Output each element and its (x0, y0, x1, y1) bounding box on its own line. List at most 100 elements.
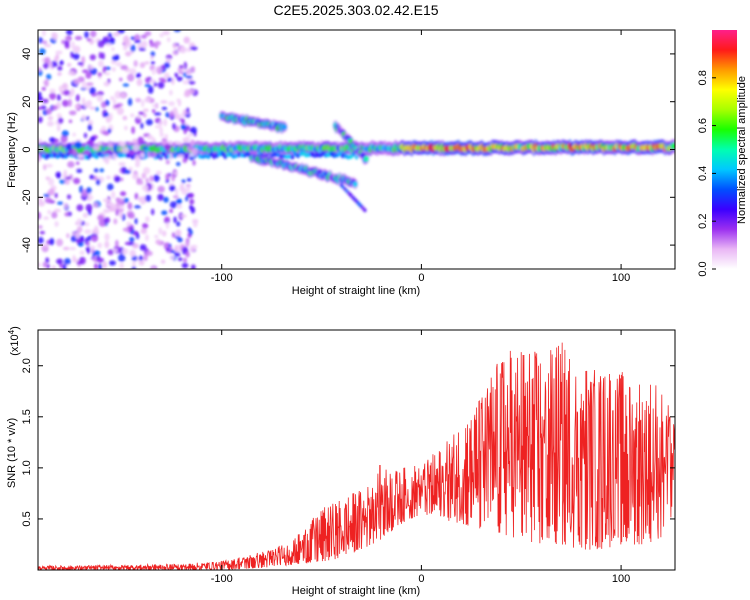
heatmap-cell (150, 56, 154, 60)
snr-y-ticks: 0.5 1.0 1.5 2.0 (21, 358, 675, 527)
heatmap-cell (66, 62, 72, 67)
heatmap-cell (136, 115, 141, 119)
heatmap-cell (181, 118, 186, 125)
heatmap-cell (64, 212, 69, 217)
heatmap-cell (363, 208, 367, 213)
heatmap-cell (134, 39, 142, 44)
heatmap-cell (182, 80, 189, 85)
heatmap-cell (38, 95, 43, 102)
heatmap-cell (84, 229, 92, 235)
heatmap-cell (90, 30, 97, 38)
heatmap-cell (83, 149, 91, 155)
heatmap-cell (105, 99, 110, 106)
heatmap-cell (82, 212, 88, 218)
heatmap-cell (240, 152, 245, 158)
heatmap-cell (181, 187, 188, 195)
heatmap-cell (129, 67, 137, 75)
heatmap-cell (55, 50, 63, 55)
heatmap-cell (164, 143, 172, 151)
spectrogram-panel: -100 0 100 -40 -20 0 20 40 Height of straight … (6, 29, 676, 297)
heatmap-cell (119, 210, 123, 219)
y-tick-label: 20 (21, 96, 33, 108)
heatmap-cell (107, 249, 114, 256)
heatmap-cell (141, 184, 149, 191)
heatmap-cell (192, 147, 199, 156)
heatmap-cell (111, 55, 119, 62)
heatmap-cell (144, 31, 152, 36)
heatmap-cell (58, 85, 63, 93)
heatmap-cell (94, 225, 99, 234)
heatmap-cell (97, 72, 103, 77)
heatmap-cell (67, 99, 73, 107)
heatmap-cell (192, 159, 196, 166)
heatmap-cell (67, 161, 75, 168)
heatmap-cell (109, 37, 115, 42)
heatmap-cell (104, 233, 110, 241)
heatmap-cell (93, 168, 99, 173)
heatmap-cell (108, 260, 116, 266)
heatmap-cell (67, 70, 76, 76)
heatmap-cell (168, 101, 175, 107)
heatmap-cell (122, 35, 130, 44)
heatmap-cell (93, 202, 99, 208)
heatmap-cell (144, 234, 149, 242)
heatmap-cell (56, 258, 64, 265)
heatmap-cell (61, 99, 70, 107)
heatmap-cell (73, 78, 81, 85)
heatmap-cell (43, 62, 49, 69)
heatmap-cell (76, 168, 83, 173)
heatmap-cell (190, 139, 195, 147)
x-tick-label: 0 (418, 272, 424, 284)
heatmap-cell (122, 45, 128, 51)
heatmap-cell (81, 56, 86, 65)
heatmap-cell (108, 154, 113, 160)
heatmap-cell (149, 79, 157, 84)
heatmap-cell (155, 170, 162, 175)
spectrogram-x-ticks: -100 0 100 (211, 30, 630, 284)
heatmap-cell (121, 248, 129, 255)
heatmap-cell (95, 107, 99, 112)
heatmap-cell (42, 98, 49, 104)
heatmap-cell (177, 154, 185, 158)
heatmap-cell (91, 234, 99, 243)
heatmap-cell (43, 193, 50, 198)
heatmap-cell (62, 263, 67, 269)
heatmap-cell (82, 69, 89, 74)
heatmap-cell (66, 233, 70, 239)
heatmap-cell (141, 40, 148, 49)
heatmap-cell (120, 65, 128, 71)
colorbar: 0.0 0.2 0.4 0.6 0.8 Normalized spectral ampl… (697, 30, 748, 277)
heatmap-cell (46, 73, 52, 80)
heatmap-cell (126, 73, 135, 82)
heatmap-cell (89, 54, 96, 61)
heatmap-cell (298, 151, 303, 157)
heatmap-cell (179, 46, 187, 54)
heatmap-cell (64, 40, 70, 49)
heatmap-cell (174, 251, 181, 257)
heatmap-cell (45, 163, 53, 168)
heatmap-cell (141, 99, 145, 108)
heatmap-cell (38, 200, 46, 207)
heatmap-cell (172, 195, 179, 199)
heatmap-cell (38, 67, 42, 72)
snr-y-axis-label: SNR (10 * v/v) (6, 418, 18, 488)
heatmap-cell (132, 144, 140, 152)
heatmap-cell (56, 94, 61, 102)
y-tick-label: -40 (21, 237, 33, 253)
heatmap-cell (112, 153, 117, 161)
heatmap-cell (105, 42, 112, 47)
heatmap-cell (59, 60, 64, 66)
heatmap-cell (169, 185, 176, 192)
heatmap-cell (119, 77, 123, 82)
heatmap-cell (72, 177, 81, 185)
heatmap-cell (138, 255, 144, 261)
heatmap-cell (38, 116, 43, 124)
heatmap-cell (160, 79, 167, 83)
heatmap-cell (68, 119, 73, 124)
heatmap-cell (72, 53, 80, 60)
heatmap-cell (134, 192, 139, 200)
heatmap-cell (186, 185, 191, 193)
heatmap-cell (87, 197, 92, 202)
heatmap-cell (352, 181, 358, 187)
heatmap-cell (165, 222, 170, 229)
